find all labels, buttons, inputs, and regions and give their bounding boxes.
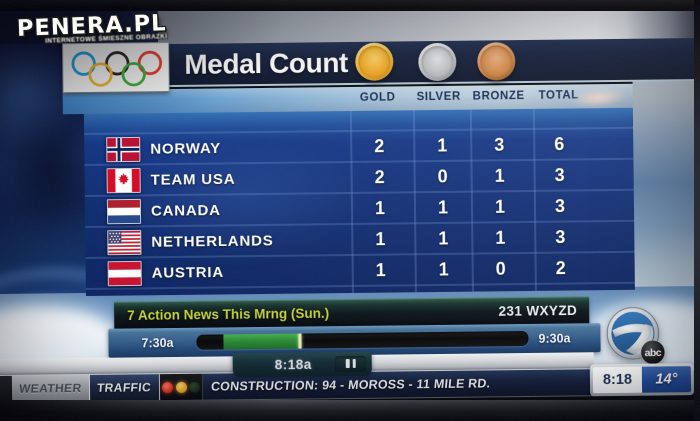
progress-cursor[interactable] — [297, 333, 302, 349]
current-time-tab: 8:18a — [232, 351, 372, 378]
red-light-icon — [161, 381, 174, 393]
flag-icon-netherlands — [106, 198, 142, 224]
total-count: 3 — [555, 226, 566, 247]
watermark: PENERA.PL INTERNETOWE ŚMIESZNE OBRAZKI — [16, 10, 167, 46]
tv-bezel-bottom — [0, 400, 700, 421]
clock-value: 8:18 — [602, 371, 633, 389]
total-count: 3 — [554, 164, 565, 185]
ticker-tab-traffic[interactable]: TRAFFIC — [89, 374, 161, 401]
olympic-rings-card — [62, 42, 170, 94]
green-light-icon — [188, 381, 201, 393]
country-name: NORWAY — [150, 139, 222, 158]
gold-count: 2 — [374, 166, 385, 187]
station-logo: abc — [605, 305, 672, 372]
silver-count: 1 — [437, 196, 449, 218]
country-name: NETHERLANDS — [151, 231, 274, 251]
ticker-alert-text: CONSTRUCTION: 94 - MOROSS - 11 MILE RD. — [210, 376, 491, 394]
total-count: 2 — [555, 257, 566, 278]
column-label-gold: GOLD — [359, 91, 396, 104]
gold-count: 2 — [374, 135, 385, 156]
temperature-value: 14° — [655, 371, 678, 388]
ticker-tab-weather[interactable]: WEATHER — [11, 374, 91, 402]
start-time-label: 7:30a — [141, 335, 174, 350]
abc-network-icon: abc — [640, 340, 666, 365]
gold-count: 1 — [374, 197, 386, 218]
country-name: CANADA — [150, 201, 221, 220]
gold-medal-icon — [355, 42, 394, 81]
bronze-count: 1 — [494, 165, 505, 186]
silver-count: 1 — [437, 134, 448, 156]
grid-vline — [532, 108, 537, 291]
progress-track[interactable] — [196, 330, 529, 350]
bronze-medal-icon — [477, 42, 516, 81]
olympic-rings-icon — [71, 50, 163, 87]
silver-medal-icon — [418, 42, 457, 82]
current-time-label: 8:18a — [274, 356, 312, 373]
bronze-count: 3 — [494, 134, 505, 155]
column-label-silver: SILVER — [416, 90, 461, 104]
program-title: 7 Action News This Mrng (Sun.) — [127, 305, 330, 324]
progress-buffer — [222, 333, 302, 350]
flag-icon-austria — [107, 260, 142, 286]
bronze-count: 1 — [495, 227, 506, 248]
total-count: 6 — [554, 133, 565, 154]
grid-vline — [412, 110, 417, 293]
flag-icon-usa — [107, 229, 142, 255]
bronze-count: 1 — [494, 196, 506, 217]
tv-bezel-right — [694, 0, 700, 421]
pause-icon[interactable] — [334, 355, 366, 372]
tv-bezel-top — [0, 0, 700, 11]
gold-count: 1 — [375, 228, 386, 249]
silver-count: 1 — [438, 227, 449, 248]
gold-count: 1 — [375, 259, 386, 280]
column-label-bronze: BRONZE — [472, 90, 525, 103]
abc-network-label: abc — [645, 347, 662, 359]
clock-box: 8:18 — [592, 366, 643, 394]
traffic-light-icon — [159, 373, 204, 401]
channel-callsign: 231 WXYZD — [498, 302, 578, 319]
ticker-edge — [0, 375, 13, 403]
grid-vline — [469, 109, 474, 292]
bronze-count: 0 — [495, 258, 506, 279]
backdrop-shadow-blob — [4, 102, 90, 234]
time-temp-box: 8:18 14° — [589, 363, 695, 397]
flag-icon-canada — [106, 167, 141, 193]
flag-icon-norway — [106, 136, 141, 162]
page-title: Medal Count — [184, 47, 349, 80]
grid-hline — [85, 281, 635, 291]
end-time-label: 9:30a — [538, 331, 571, 346]
country-name: TEAM USA — [150, 170, 236, 189]
total-count: 3 — [554, 195, 566, 216]
camera-glare — [565, 87, 632, 108]
silver-count: 1 — [438, 258, 449, 279]
amber-light-icon — [175, 381, 187, 393]
temperature-box: 14° — [641, 366, 692, 393]
silver-count: 0 — [437, 165, 448, 187]
country-name: AUSTRIA — [151, 263, 225, 282]
medal-table: NORWAY 2 1 3 6 TEAM USA 2 0 1 3 CANADA 1 1 1 3 NETHERLA… — [83, 107, 635, 297]
